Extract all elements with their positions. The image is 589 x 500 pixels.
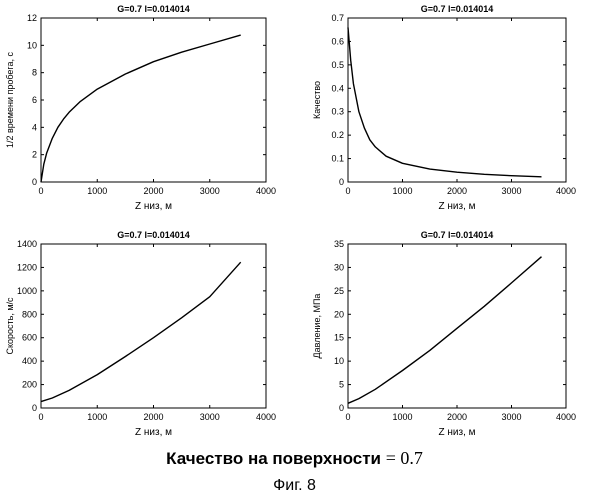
y-tick-label: 8 (32, 68, 37, 78)
y-tick-label: 800 (22, 309, 37, 319)
x-tick-label: 0 (345, 186, 350, 196)
surface-quality-value: = 0.7 (386, 448, 423, 468)
x-tick-label: 2000 (447, 412, 467, 422)
y-tick-label: 35 (334, 239, 344, 249)
y-tick-label: 6 (32, 95, 37, 105)
x-tick-label: 1000 (392, 412, 412, 422)
chart-title: G=0.7 l=0.014014 (117, 4, 190, 14)
y-tick-label: 1000 (17, 286, 37, 296)
surface-quality-caption: Качество на поверхности = 0.7 (0, 448, 589, 469)
y-tick-label: 0 (339, 403, 344, 413)
series-line-1 (348, 27, 542, 176)
plot-frame (348, 244, 566, 408)
y-tick-label: 0.1 (331, 154, 344, 164)
x-tick-label: 4000 (256, 186, 276, 196)
plot-frame (41, 18, 266, 182)
y-axis-label: Качество (312, 81, 322, 119)
x-tick-label: 0 (38, 412, 43, 422)
series-line-1 (41, 262, 241, 401)
y-axis-label: Давление, МПа (312, 294, 322, 359)
y-tick-label: 25 (334, 286, 344, 296)
y-tick-label: 600 (22, 333, 37, 343)
y-tick-label: 5 (339, 380, 344, 390)
y-tick-label: 12 (27, 13, 37, 23)
x-axis-label: Z низ, м (135, 201, 172, 212)
y-tick-label: 1200 (17, 262, 37, 272)
x-axis-label: Z низ, м (135, 427, 172, 438)
y-tick-label: 2 (32, 150, 37, 160)
chart-panel-4: 0 1000 2000 3000 4000 0 5 10 15 20 25 30 35 G=0.7 l=0… (312, 230, 576, 438)
y-tick-label: 0.2 (331, 130, 344, 140)
y-tick-label: 20 (334, 309, 344, 319)
x-tick-label: 1000 (87, 186, 107, 196)
x-tick-label: 2000 (447, 186, 467, 196)
plot-frame (41, 244, 266, 408)
y-tick-label: 0.3 (331, 107, 344, 117)
x-tick-label: 0 (345, 412, 350, 422)
x-axis-label: Z низ, м (438, 201, 475, 212)
y-tick-label: 15 (334, 333, 344, 343)
y-axis-label: 1/2 времени пробега, с (5, 51, 15, 148)
x-tick-label: 3000 (501, 186, 521, 196)
series-line-1 (348, 257, 542, 404)
y-tick-label: 0.6 (331, 36, 344, 46)
x-axis-label: Z низ, м (438, 427, 475, 438)
y-tick-label: 0.4 (331, 83, 344, 93)
x-tick-label: 3000 (200, 186, 220, 196)
y-tick-label: 4 (32, 122, 37, 132)
x-tick-label: 2000 (143, 412, 163, 422)
y-tick-label: 1400 (17, 239, 37, 249)
y-tick-label: 0 (32, 403, 37, 413)
figure-caption: Фиг. 8 (0, 477, 589, 495)
y-tick-label: 0 (32, 177, 37, 187)
chart-title: G=0.7 l=0.014014 (421, 230, 494, 240)
x-tick-label: 1000 (392, 186, 412, 196)
y-tick-label: 200 (22, 380, 37, 390)
series-line-1 (41, 35, 241, 182)
x-tick-label: 3000 (200, 412, 220, 422)
x-tick-label: 0 (38, 186, 43, 196)
x-tick-label: 1000 (87, 412, 107, 422)
x-tick-label: 4000 (256, 412, 276, 422)
y-tick-label: 10 (27, 40, 37, 50)
x-tick-label: 4000 (556, 412, 576, 422)
chart-title: G=0.7 l=0.014014 (421, 4, 494, 14)
y-tick-label: 400 (22, 356, 37, 366)
y-tick-label: 0.7 (331, 13, 344, 23)
chart-panel-1: 0 1000 2000 3000 4000 0 2 4 6 8 10 12 G=0.7 l=0.0140… (5, 4, 276, 212)
x-tick-label: 3000 (501, 412, 521, 422)
y-axis-label: Скорость, м/с (5, 297, 15, 355)
y-tick-label: 10 (334, 356, 344, 366)
chart-panel-2: 0 1000 2000 3000 4000 0 0.1 0.2 0.3 0.4 0.5 0.6 0.7 G… (312, 4, 576, 212)
chart-panel-3: 0 1000 2000 3000 4000 0 200 400 600 800 1000 1200 14… (5, 230, 276, 438)
x-tick-label: 2000 (143, 186, 163, 196)
plot-frame (348, 18, 566, 182)
y-tick-label: 0.5 (331, 60, 344, 70)
y-tick-label: 0 (339, 177, 344, 187)
y-tick-label: 30 (334, 262, 344, 272)
x-tick-label: 4000 (556, 186, 576, 196)
surface-quality-label: Качество на поверхности (166, 449, 381, 468)
chart-title: G=0.7 l=0.014014 (117, 230, 190, 240)
